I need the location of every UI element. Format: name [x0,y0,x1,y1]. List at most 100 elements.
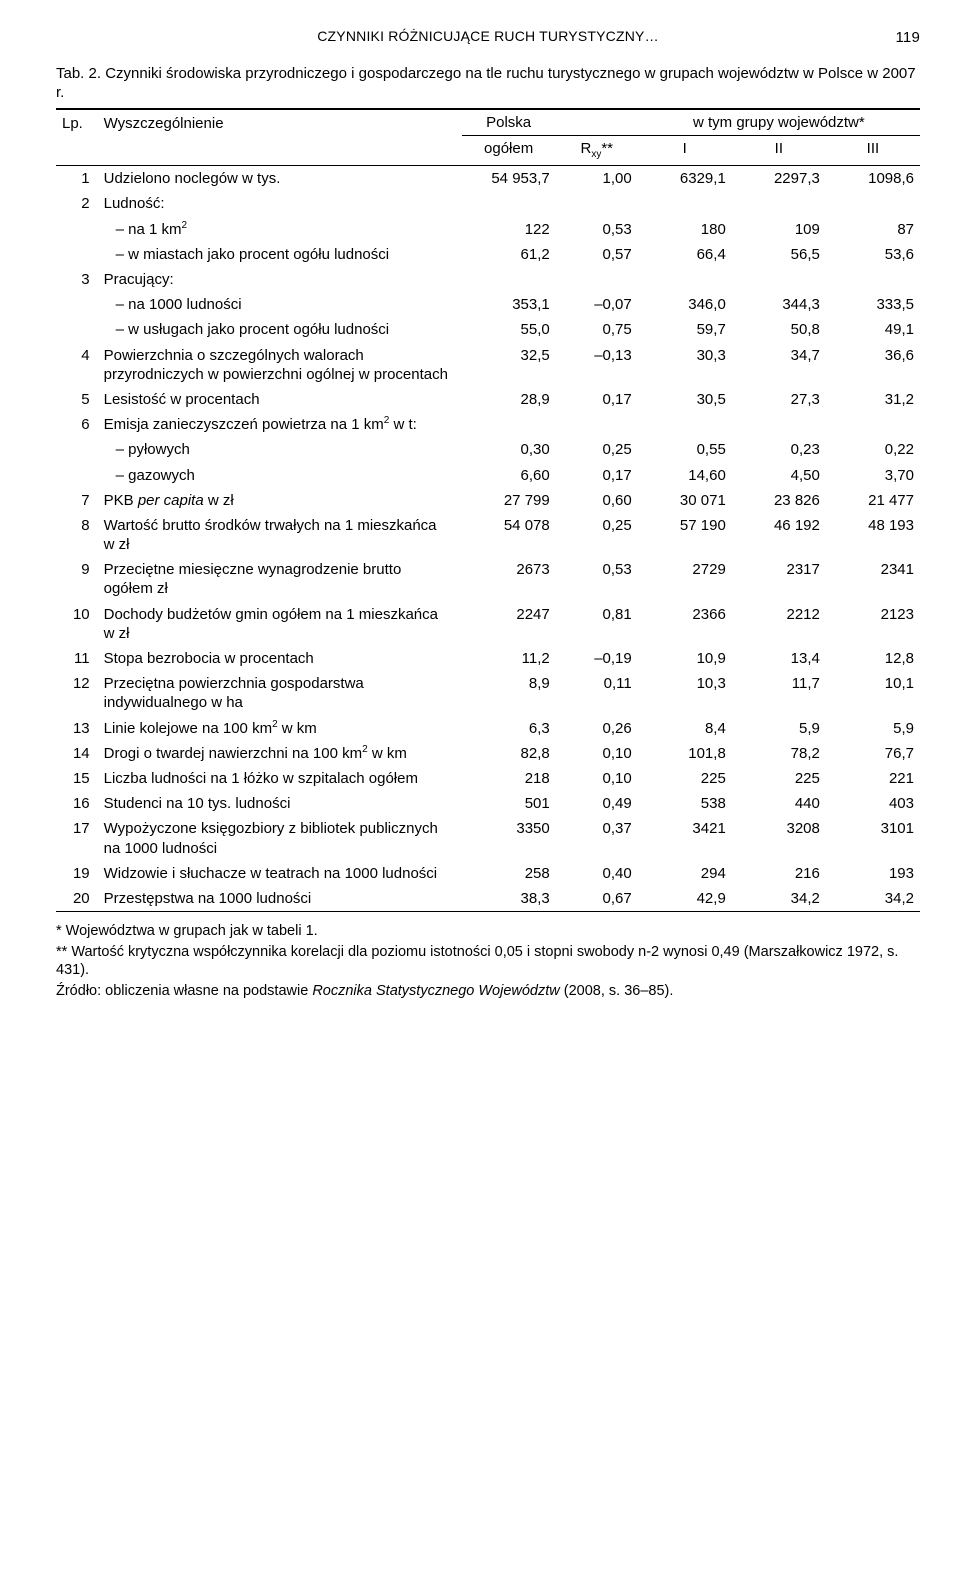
cell-value: 0,30 [462,437,556,462]
cell-desc: – na 1 km2 [98,217,462,242]
table-header-row-2: ogółem Rxy** I II III [56,136,920,165]
cell-value: 21 477 [826,488,920,513]
cell-lp [56,463,98,488]
cell-value: 1,00 [556,166,638,191]
cell-value: 0,60 [556,488,638,513]
cell-value: 27,3 [732,387,826,412]
table-row: – na 1 km21220,5318010987 [56,217,920,242]
cell-desc: – gazowych [98,463,462,488]
cell-desc: Dochody budżetów gmin ogółem na 1 mieszk… [98,602,462,646]
cell-value: 34,2 [826,886,920,912]
cell-value: 0,17 [556,463,638,488]
cell-value: 2341 [826,557,920,601]
table-row: 12Przeciętna powierzchnia gospodarstwa i… [56,671,920,715]
cell-value: 333,5 [826,292,920,317]
cell-value: 3208 [732,816,826,860]
table-notes: * Województwa w grupach jak w tabeli 1. … [56,922,920,1000]
cell-desc: Przeciętne miesięczne wynagrodzenie brut… [98,557,462,601]
cell-lp: 7 [56,488,98,513]
cell-value: 101,8 [638,741,732,766]
header-lp: Lp. [56,110,98,136]
cell-value: 27 799 [462,488,556,513]
table-row: 14Drogi o twardej nawierzchni na 100 km2… [56,741,920,766]
cell-value: 346,0 [638,292,732,317]
cell-lp: 2 [56,191,98,216]
table-row: 5Lesistość w procentach28,90,1730,527,33… [56,387,920,412]
cell-desc: Studenci na 10 tys. ludności [98,791,462,816]
cell-value: 10,9 [638,646,732,671]
cell-value: 221 [826,766,920,791]
cell-value: 48 193 [826,513,920,557]
cell-value: 8,9 [462,671,556,715]
cell-value: 353,1 [462,292,556,317]
cell-value: 122 [462,217,556,242]
cell-lp: 12 [56,671,98,715]
cell-value: 56,5 [732,242,826,267]
cell-lp: 20 [56,886,98,912]
table-row: – w usługach jako procent ogółu ludności… [56,317,920,342]
header-g3: III [826,136,920,165]
cell-desc: Udzielono noclegów w tys. [98,166,462,191]
cell-value: 2297,3 [732,166,826,191]
table-row: – pyłowych0,300,250,550,230,22 [56,437,920,462]
cell-desc: Liczba ludności na 1 łóżko w szpitalach … [98,766,462,791]
cell-value: 0,37 [556,816,638,860]
cell-value [462,267,556,292]
cell-value [826,412,920,437]
cell-value: 66,4 [638,242,732,267]
note-2: ** Wartość krytyczna współczynnika korel… [56,943,920,980]
cell-value: 0,53 [556,217,638,242]
cell-value: 53,6 [826,242,920,267]
cell-value: 3421 [638,816,732,860]
cell-value [556,412,638,437]
cell-value: 0,10 [556,741,638,766]
cell-value: 36,6 [826,343,920,387]
cell-value: 294 [638,861,732,886]
cell-value: 31,2 [826,387,920,412]
cell-value: 59,7 [638,317,732,342]
cell-value: 0,57 [556,242,638,267]
header-grupy: w tym grupy województw* [638,110,920,136]
table-row: 13Linie kolejowe na 100 km2 w km6,30,268… [56,716,920,741]
cell-desc: PKB per capita w zł [98,488,462,513]
cell-lp [56,292,98,317]
table-row: – w miastach jako procent ogółu ludności… [56,242,920,267]
cell-value: 538 [638,791,732,816]
cell-value: 225 [638,766,732,791]
cell-lp: 16 [56,791,98,816]
note-1: * Województwa w grupach jak w tabeli 1. [56,922,920,941]
cell-lp: 5 [56,387,98,412]
cell-value: 0,11 [556,671,638,715]
cell-value: 0,81 [556,602,638,646]
cell-value [732,191,826,216]
cell-value: 14,60 [638,463,732,488]
cell-value: 2729 [638,557,732,601]
header-g1: I [638,136,732,165]
cell-value: 1098,6 [826,166,920,191]
cell-desc: Pracujący: [98,267,462,292]
cell-lp [56,217,98,242]
cell-value: 218 [462,766,556,791]
cell-desc: Emisja zanieczyszczeń powietrza na 1 km2… [98,412,462,437]
cell-value: 3,70 [826,463,920,488]
cell-lp: 3 [56,267,98,292]
cell-value: 54 078 [462,513,556,557]
table-row: 6Emisja zanieczyszczeń powietrza na 1 km… [56,412,920,437]
table-row: 2Ludność: [56,191,920,216]
running-header: CZYNNIKI RÓŻNICUJĄCE RUCH TURYSTYCZNY… 1… [56,28,920,46]
cell-value: 5,9 [732,716,826,741]
cell-value [556,267,638,292]
cell-desc: – w miastach jako procent ogółu ludności [98,242,462,267]
cell-desc: Ludność: [98,191,462,216]
header-polska: Polska [462,110,556,136]
cell-value: 4,50 [732,463,826,488]
cell-value: 2212 [732,602,826,646]
table-row: 20Przestępstwa na 1000 ludności38,30,674… [56,886,920,912]
cell-value: 11,2 [462,646,556,671]
cell-value: 0,55 [638,437,732,462]
table-row: 17Wypożyczone księgozbiory z bibliotek p… [56,816,920,860]
cell-desc: Przeciętna powierzchnia gospodarstwa ind… [98,671,462,715]
cell-value: 2673 [462,557,556,601]
cell-value: 30,3 [638,343,732,387]
header-g2: II [732,136,826,165]
